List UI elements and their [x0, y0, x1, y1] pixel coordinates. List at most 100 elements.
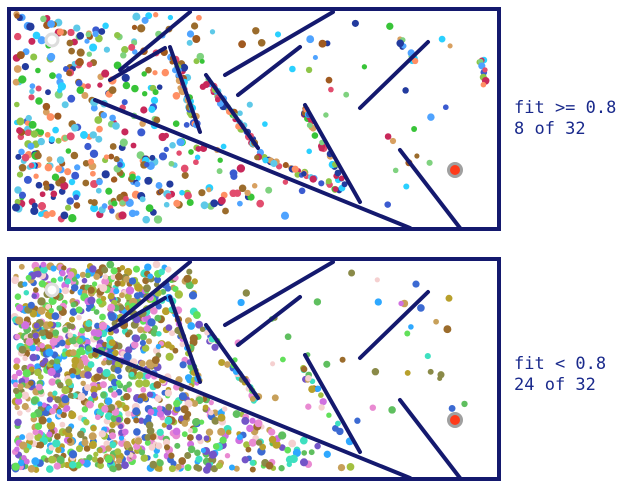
trajectory-point	[161, 68, 170, 77]
trajectory-point	[88, 440, 97, 450]
trajectory-point	[14, 446, 20, 452]
trajectory-point	[46, 396, 54, 403]
trajectory-point	[64, 204, 72, 211]
trajectory-point	[27, 332, 34, 339]
trajectory-point	[411, 126, 418, 132]
trajectory-point	[288, 439, 297, 448]
trajectory-point	[178, 457, 187, 465]
trajectory-point	[188, 291, 198, 300]
trajectory-point	[67, 332, 73, 338]
trajectory-point	[28, 37, 36, 45]
trajectory-point	[131, 84, 139, 93]
trajectory-point	[123, 393, 131, 401]
trajectory-point	[52, 126, 59, 134]
trajectory-point	[14, 418, 22, 427]
trajectory-point	[69, 336, 78, 345]
trajectory-point	[181, 171, 189, 179]
trajectory-point	[65, 148, 72, 154]
trajectory-point	[343, 91, 350, 98]
trajectory-point	[33, 173, 39, 179]
trajectory-point	[300, 365, 308, 373]
trajectory-point	[47, 20, 55, 28]
trajectory-point	[27, 465, 36, 473]
trajectory-point	[89, 265, 97, 273]
trajectory-point	[37, 137, 45, 146]
trajectory-point	[150, 96, 159, 105]
trajectory-point	[200, 447, 207, 454]
trajectory-point	[218, 358, 226, 367]
trajectory-point	[184, 399, 193, 408]
trajectory-point	[398, 300, 404, 307]
trajectory-point	[79, 327, 86, 334]
trajectory-point	[153, 215, 163, 224]
maze-inner-wall	[93, 348, 412, 480]
trajectory-point	[101, 360, 107, 366]
trajectory-point	[139, 339, 146, 347]
trajectory-point	[202, 81, 210, 88]
trajectory-point	[45, 331, 54, 340]
trajectory-point	[97, 457, 104, 464]
trajectory-point	[68, 316, 76, 323]
trajectory-point	[202, 404, 209, 411]
trajectory-point	[191, 400, 199, 407]
trajectory-point	[91, 456, 98, 463]
trajectory-point	[103, 46, 111, 53]
trajectory-point	[31, 293, 37, 299]
trajectory-point	[130, 142, 137, 149]
trajectory-point	[113, 61, 122, 70]
trajectory-point	[87, 361, 95, 369]
trajectory-point	[144, 161, 150, 168]
trajectory-point	[140, 106, 148, 114]
trajectory-point	[51, 312, 60, 320]
maze-inner-wall	[398, 398, 462, 480]
trajectory-point	[158, 268, 165, 276]
trajectory-point	[29, 88, 35, 95]
trajectory-point	[71, 362, 78, 369]
trajectory-point	[52, 403, 59, 410]
trajectory-point	[237, 200, 243, 207]
trajectory-point	[116, 416, 122, 423]
trajectory-point	[71, 171, 80, 180]
trajectory-point	[98, 430, 106, 438]
trajectory-point	[168, 452, 175, 459]
trajectory-point	[132, 407, 141, 416]
trajectory-point	[219, 436, 227, 444]
trajectory-point	[134, 437, 143, 445]
trajectory-point	[154, 314, 162, 322]
trajectory-point	[110, 274, 117, 281]
trajectory-point	[166, 424, 173, 431]
trajectory-point	[254, 419, 263, 428]
trajectory-point	[196, 14, 202, 21]
trajectory-point	[108, 153, 115, 160]
trajectory-point	[414, 153, 420, 159]
trajectory-point	[163, 132, 170, 139]
trajectory-point	[139, 196, 146, 203]
trajectory-point	[29, 353, 38, 362]
trajectory-point	[89, 131, 97, 139]
maze-inner-wall	[204, 73, 260, 150]
trajectory-point	[90, 385, 98, 394]
trajectory-point	[119, 264, 126, 271]
trajectory-point	[311, 132, 319, 139]
trajectory-point	[123, 275, 131, 283]
trajectory-point	[12, 78, 20, 86]
trajectory-point	[23, 447, 30, 454]
trajectory-point	[96, 366, 103, 374]
trajectory-point	[132, 334, 141, 343]
trajectory-point	[86, 400, 94, 409]
trajectory-point	[301, 450, 308, 456]
trajectory-point	[389, 137, 397, 145]
trajectory-point	[66, 39, 74, 47]
trajectory-point	[94, 322, 101, 329]
trajectory-point	[83, 419, 90, 426]
trajectory-point	[48, 455, 56, 464]
trajectory-point	[179, 361, 187, 369]
trajectory-point	[57, 276, 64, 282]
trajectory-point	[149, 154, 156, 161]
trajectory-point	[191, 278, 198, 285]
trajectory-point	[111, 349, 119, 357]
trajectory-point	[279, 356, 286, 363]
trajectory-point	[194, 154, 201, 161]
trajectory-point	[198, 189, 206, 197]
trajectory-point	[195, 320, 204, 329]
